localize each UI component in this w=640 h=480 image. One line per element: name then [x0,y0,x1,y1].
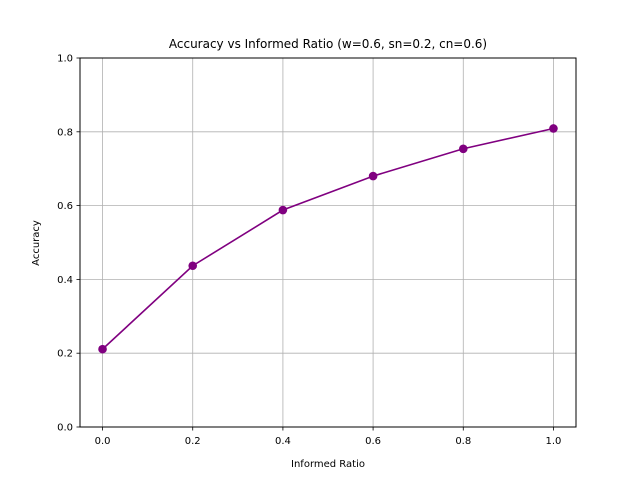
y-tick-label: 1.0 [57,54,73,65]
plot-area-frame [79,57,577,428]
y-tick-label: 0.6 [57,201,73,212]
data-point [278,205,288,215]
x-tick-label: 0.6 [365,436,381,447]
data-point [98,344,107,354]
y-tick-label: 0.0 [57,423,73,434]
y-tick-label: 0.4 [57,275,73,286]
x-tick-label: 0.0 [95,436,111,447]
x-tick-label: 0.2 [185,436,201,447]
ticks-layer: 0.0 0.2 0.4 0.6 0.8 1.0 0.0 0.2 0.4 0.6 0.8 1.0 [57,54,561,448]
data-point [458,144,468,154]
chart-title: Accuracy vs Informed Ratio (w=0.6, sn=0.… [169,37,487,51]
data-point [368,171,378,181]
series-line [102,127,554,350]
data-point [549,124,558,133]
y-axis-label: Accuracy [31,220,42,266]
data-point [188,261,198,271]
series-layer [98,124,558,354]
y-tick-label: 0.8 [57,127,73,138]
y-tick-label: 0.2 [57,349,73,360]
x-tick-label: 0.8 [455,436,471,447]
x-tick-label: 0.4 [275,436,291,447]
x-axis-label: Informed Ratio [291,459,365,470]
x-tick-label: 1.0 [546,436,562,447]
